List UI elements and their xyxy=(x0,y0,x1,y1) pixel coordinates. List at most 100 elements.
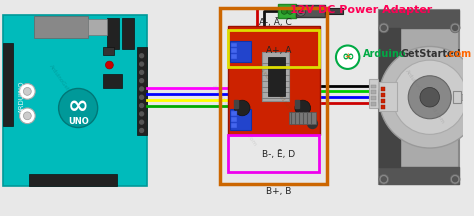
Circle shape xyxy=(106,61,113,69)
Circle shape xyxy=(420,87,439,107)
Circle shape xyxy=(23,112,31,120)
Bar xyxy=(371,102,376,106)
Bar xyxy=(229,109,251,130)
Circle shape xyxy=(281,8,287,14)
Bar xyxy=(231,48,237,53)
Circle shape xyxy=(140,54,144,58)
Bar xyxy=(289,112,317,124)
Bar xyxy=(379,10,459,28)
Circle shape xyxy=(308,119,318,129)
Text: ArduinoGetStarted.com: ArduinoGetStarted.com xyxy=(55,84,101,148)
Bar xyxy=(325,8,343,14)
Text: ∞: ∞ xyxy=(68,94,89,118)
Circle shape xyxy=(59,89,98,127)
Bar xyxy=(379,10,459,184)
Text: ArduinoGetStarted.com: ArduinoGetStarted.com xyxy=(48,63,89,119)
Bar xyxy=(379,28,401,167)
Bar xyxy=(228,26,320,135)
Bar xyxy=(371,96,376,100)
Circle shape xyxy=(23,87,31,95)
Text: 12V DC Power Adapter: 12V DC Power Adapter xyxy=(290,5,432,15)
Bar xyxy=(234,100,238,108)
Circle shape xyxy=(140,87,144,91)
Bar xyxy=(381,105,385,109)
Text: B+, B: B+, B xyxy=(265,187,291,197)
Bar xyxy=(228,30,319,67)
Circle shape xyxy=(296,6,306,16)
Circle shape xyxy=(140,129,144,132)
Circle shape xyxy=(140,70,144,74)
Bar xyxy=(461,94,464,100)
Circle shape xyxy=(453,177,457,182)
Circle shape xyxy=(140,104,144,108)
Circle shape xyxy=(392,60,467,134)
Bar xyxy=(231,43,237,48)
Circle shape xyxy=(299,9,303,13)
Bar xyxy=(262,52,289,101)
Bar xyxy=(229,41,251,62)
Bar xyxy=(296,5,325,17)
Bar xyxy=(3,15,147,186)
Bar xyxy=(137,48,147,135)
Circle shape xyxy=(382,177,386,182)
Bar xyxy=(102,48,114,55)
Text: .com: .com xyxy=(446,49,472,59)
Circle shape xyxy=(19,108,35,124)
Bar xyxy=(295,100,299,108)
Text: A+, A: A+, A xyxy=(265,46,291,55)
Circle shape xyxy=(287,8,293,14)
Circle shape xyxy=(379,23,389,33)
Bar xyxy=(379,167,459,184)
Bar xyxy=(371,84,376,89)
Circle shape xyxy=(450,174,460,184)
Bar xyxy=(231,123,237,127)
Text: ArduinoGetStarted.com: ArduinoGetStarted.com xyxy=(255,61,292,112)
Text: B-, Ē, D: B-, Ē, D xyxy=(262,150,295,159)
Circle shape xyxy=(234,100,250,116)
Bar xyxy=(381,99,385,103)
Bar xyxy=(102,74,122,89)
Bar xyxy=(278,5,296,18)
Bar xyxy=(381,93,385,97)
Text: ∞: ∞ xyxy=(341,49,354,64)
Circle shape xyxy=(140,62,144,66)
Circle shape xyxy=(450,23,460,33)
Bar xyxy=(371,91,376,94)
Text: ArduinoGetStarted.com: ArduinoGetStarted.com xyxy=(404,69,446,125)
Circle shape xyxy=(140,95,144,99)
Bar xyxy=(122,18,134,49)
Bar xyxy=(29,174,117,186)
Bar xyxy=(231,111,237,116)
Bar xyxy=(220,8,327,184)
Bar xyxy=(379,82,397,111)
Bar xyxy=(369,79,381,108)
Circle shape xyxy=(379,174,389,184)
Bar xyxy=(88,19,108,35)
Circle shape xyxy=(295,100,310,116)
Text: Arduino: Arduino xyxy=(363,49,407,59)
Circle shape xyxy=(382,25,386,30)
Bar xyxy=(108,18,119,49)
Text: UNO: UNO xyxy=(68,117,89,126)
Circle shape xyxy=(453,25,457,30)
Bar xyxy=(3,43,13,125)
Text: ARDUINO: ARDUINO xyxy=(18,80,25,113)
Text: ArduinoGetStarted.com: ArduinoGetStarted.com xyxy=(367,84,414,148)
Circle shape xyxy=(19,84,35,99)
Bar xyxy=(231,54,237,59)
Circle shape xyxy=(408,76,451,119)
Bar xyxy=(228,135,319,172)
Text: ArduinoGetStarted.com: ArduinoGetStarted.com xyxy=(211,84,258,148)
Bar xyxy=(268,57,285,96)
Circle shape xyxy=(140,79,144,83)
Bar xyxy=(231,117,237,122)
Bar xyxy=(381,87,385,91)
Bar xyxy=(453,91,461,103)
Text: A-, Ā, C: A-, Ā, C xyxy=(259,17,292,27)
Bar xyxy=(34,16,88,38)
Circle shape xyxy=(140,120,144,124)
Text: +: + xyxy=(345,52,351,61)
Text: GetStarted: GetStarted xyxy=(401,49,461,59)
Circle shape xyxy=(140,112,144,116)
Circle shape xyxy=(379,46,474,148)
